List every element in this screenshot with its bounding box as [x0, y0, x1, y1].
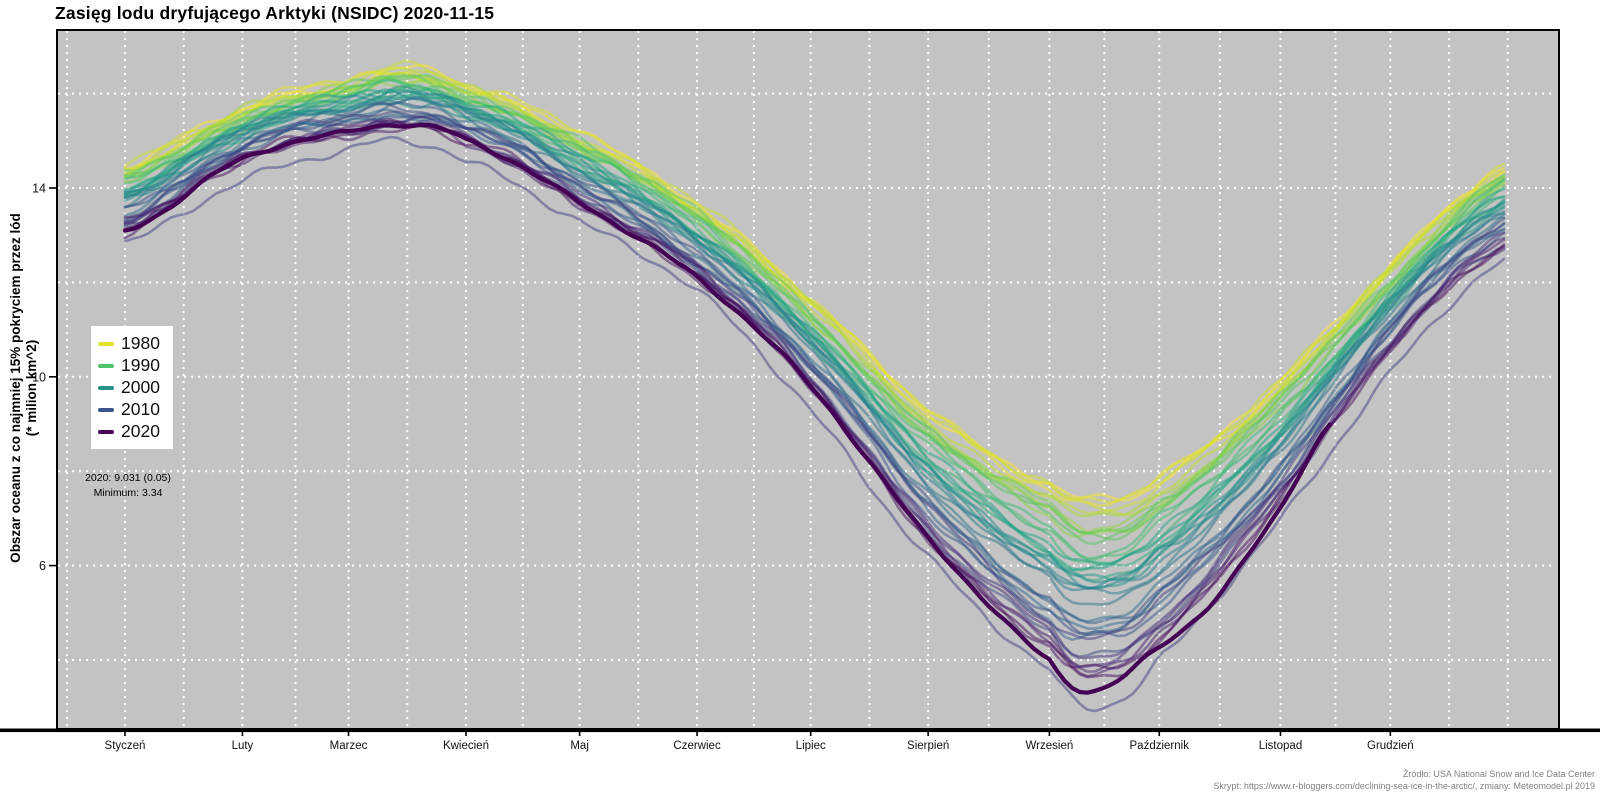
legend-item-1990: 1990	[91, 355, 173, 377]
y-tick-label: 10	[32, 370, 46, 384]
legend-swatch-1980	[98, 341, 114, 347]
legend-swatch-2020	[98, 429, 114, 435]
source-line1: Źródło: USA National Snow and Ice Data C…	[1402, 769, 1595, 779]
legend-label: 1990	[121, 355, 160, 376]
axes: 6 10 14 Styczeń Luty Marzec Kwiecień Maj Czerwie…	[32, 182, 1414, 753]
legend-swatch-2000	[98, 385, 114, 391]
y-axis-label: Obszar oceanu z co najmniej 15% pokrycie…	[8, 38, 40, 738]
series-line-2012	[123, 135, 1506, 713]
series-line-2018	[123, 124, 1506, 670]
x-tick-label: Listopad	[1259, 740, 1302, 752]
y-axis-label-line1: Obszar oceanu z co najmniej 15% pokrycie…	[8, 213, 23, 563]
chart-title: Zasięg lodu dryfującego Arktyki (NSIDC) …	[55, 3, 495, 23]
y-tick-label: 14	[32, 182, 46, 196]
legend-label: 2000	[121, 377, 160, 398]
annotation-current: 2020: 9.031 (0.05)	[85, 472, 171, 484]
legend-label: 2010	[121, 399, 160, 420]
series-line-2008	[123, 101, 1506, 625]
legend-item-1980: 1980	[91, 333, 173, 355]
legend-item-2000: 2000	[91, 377, 173, 399]
x-tick-label: Lipiec	[796, 740, 826, 752]
series-lines	[122, 59, 1506, 713]
x-tick-label: Czerwiec	[673, 740, 721, 752]
x-tick-label: Styczeń	[105, 740, 146, 752]
y-axis-label-line2: (* milion km^2)	[24, 339, 39, 437]
series-line-1999	[123, 88, 1506, 590]
series-line-2010	[123, 101, 1506, 637]
source-line2: Skrypt: https://www.r-bloggers.com/decli…	[1213, 780, 1595, 791]
x-tick-label: Luty	[232, 740, 254, 752]
series-line-2020	[122, 122, 1332, 695]
legend-label: 1980	[121, 333, 160, 354]
x-tick-label: Sierpień	[907, 740, 949, 752]
legend-item-2020: 2020	[91, 421, 173, 443]
series-line-2004	[123, 97, 1506, 606]
x-tick-label: Październik	[1130, 740, 1190, 752]
legend-item-2010: 2010	[91, 399, 173, 421]
x-tick-label: Marzec	[330, 740, 368, 752]
legend-label: 2020	[121, 421, 160, 442]
x-axis-line	[0, 728, 1600, 733]
x-tick-label: Grudzień	[1367, 740, 1414, 752]
x-tick-label: Kwiecień	[443, 740, 489, 752]
y-tick-label: 6	[39, 559, 46, 573]
series-line-1990	[123, 78, 1506, 546]
legend: 1980 1990 2000 2010 2020	[91, 326, 173, 449]
annotation-minimum: Minimum: 3.34	[93, 487, 163, 499]
legend-swatch-1990	[98, 363, 114, 369]
legend-swatch-2010	[98, 407, 114, 413]
current-value-annotation: 2020: 9.031 (0.05) Minimum: 3.34	[58, 471, 198, 501]
source-credit: Źródło: USA National Snow and Ice Data C…	[1213, 769, 1595, 792]
x-tick-label: Wrzesień	[1026, 740, 1074, 752]
x-tick-label: Maj	[570, 740, 589, 752]
